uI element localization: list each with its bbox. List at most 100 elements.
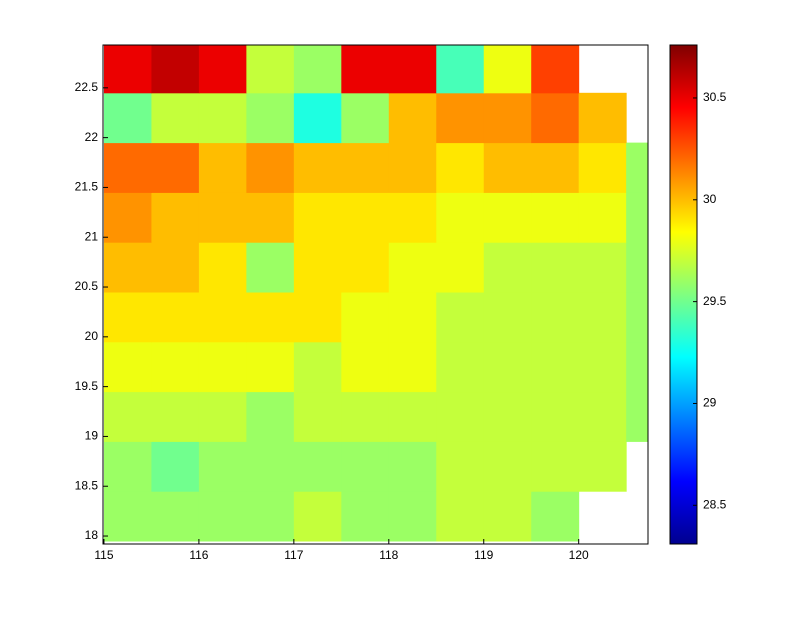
heat-cell [103, 242, 152, 293]
heat-cell [246, 341, 295, 393]
heat-cell [293, 45, 342, 94]
heat-cell [483, 441, 532, 492]
heat-cell [151, 92, 200, 144]
heat-cell [198, 491, 247, 542]
heat-cell [198, 242, 247, 293]
heat-cell [388, 441, 437, 492]
y-tick-label: 18.5 [75, 478, 99, 492]
heat-cell [341, 441, 390, 492]
heat-cell [198, 341, 247, 393]
heat-cell [151, 391, 200, 442]
heat-cell [151, 192, 200, 243]
heat-cell [293, 242, 342, 293]
heat-cell [198, 292, 247, 343]
heat-cell [198, 92, 247, 144]
heat-cell [388, 491, 437, 542]
heat-cell [483, 341, 532, 393]
heat-cell [151, 45, 200, 94]
heat-cell [626, 242, 648, 293]
heat-cell [388, 391, 437, 442]
heat-cell [388, 92, 437, 144]
heat-cell [483, 491, 532, 542]
heat-cell [246, 242, 295, 293]
heat-cell [578, 142, 627, 193]
heat-cell [293, 341, 342, 393]
heat-cell [626, 391, 648, 442]
heat-cell [198, 45, 247, 94]
heat-cell [151, 491, 200, 542]
heat-cell [436, 441, 485, 492]
heat-cell [531, 441, 580, 492]
heat-cell [341, 491, 390, 542]
heat-cell [293, 491, 342, 542]
heat-cell [246, 491, 295, 542]
heat-cell [341, 92, 390, 144]
y-tick-label: 21.5 [75, 180, 99, 194]
heat-cell [436, 242, 485, 293]
heat-cell [293, 92, 342, 144]
heat-cell [246, 92, 295, 144]
heat-cell [341, 242, 390, 293]
plot-frame [102, 44, 649, 545]
x-tick-label: 117 [284, 548, 303, 562]
heat-cell [436, 391, 485, 442]
heat-cell [531, 391, 580, 442]
heat-cell [103, 192, 152, 243]
heat-cell [531, 92, 580, 144]
colorbar-tick-label: 28.5 [703, 497, 727, 511]
heat-cell [103, 142, 152, 193]
heat-cell [531, 242, 580, 293]
heat-cell [198, 192, 247, 243]
heat-cell [578, 391, 627, 442]
heatmap [103, 45, 648, 542]
heat-cell [151, 292, 200, 343]
heat-cell [531, 192, 580, 243]
colorbar-tick-label: 30.5 [703, 90, 727, 104]
heat-cell [626, 192, 648, 243]
heat-cell [626, 341, 648, 393]
y-tick-label: 21 [85, 229, 99, 243]
x-tick-label: 116 [189, 548, 208, 562]
heat-cell [246, 441, 295, 492]
heat-cell [293, 142, 342, 193]
y-tick-label: 18 [85, 528, 99, 542]
colorbar [669, 44, 698, 545]
heat-cell [246, 192, 295, 243]
heat-cell [151, 341, 200, 393]
y-tick-label: 22 [85, 130, 99, 144]
heat-cell [531, 292, 580, 343]
heat-cell [531, 142, 580, 193]
heat-cell [531, 45, 580, 94]
heat-cell [436, 491, 485, 542]
heat-cell [198, 441, 247, 492]
heat-cell [103, 45, 152, 94]
heat-cell [151, 441, 200, 492]
heat-cell [388, 192, 437, 243]
heat-cell [198, 142, 247, 193]
heat-cell [436, 341, 485, 393]
heat-cell [293, 292, 342, 343]
heat-cell [246, 292, 295, 343]
heat-cell [246, 391, 295, 442]
heat-cell [578, 192, 627, 243]
y-tick-label: 19 [85, 429, 99, 443]
heat-cell [483, 292, 532, 343]
heat-cell [436, 292, 485, 343]
heat-cell [578, 441, 627, 492]
heat-cell [388, 242, 437, 293]
heat-cell [436, 45, 485, 94]
x-tick-label: 115 [94, 548, 113, 562]
heat-cell [483, 142, 532, 193]
heat-cell [103, 341, 152, 393]
x-tick-label: 118 [379, 548, 398, 562]
heat-cell [388, 292, 437, 343]
heat-cell [578, 242, 627, 293]
heat-cell [341, 45, 390, 94]
heat-cell [531, 341, 580, 393]
heat-cell [341, 341, 390, 393]
heat-cell [341, 142, 390, 193]
heat-cell [483, 45, 532, 94]
y-tick-label: 20.5 [75, 279, 99, 293]
heat-cell [388, 45, 437, 94]
